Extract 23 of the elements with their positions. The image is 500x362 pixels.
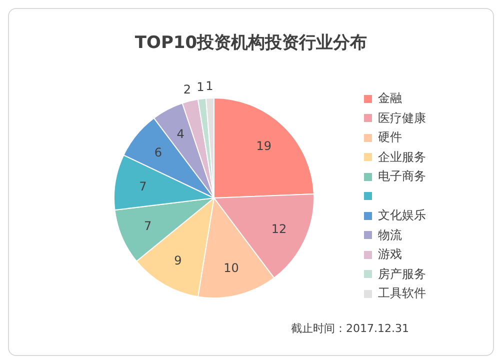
legend-label: 游戏 [378, 246, 402, 263]
legend-label: 企业服务 [378, 148, 426, 166]
data-label: 1 [196, 80, 204, 94]
legend-label: 医疗健康 [378, 110, 426, 126]
data-label: 7 [144, 219, 152, 234]
data-label: 10 [224, 260, 239, 275]
legend-label: 硬件 [378, 129, 402, 146]
legend-label: 金融 [378, 90, 402, 107]
legend-label: 物流 [378, 226, 402, 244]
text: 截止时间：2017.12.31 [291, 321, 409, 336]
legend-label: 文化娱乐 [378, 207, 426, 224]
legend-label: 工具软件 [378, 285, 426, 302]
data-label: 2 [183, 82, 192, 96]
data-label: 19 [256, 139, 272, 154]
data-label: 1 [206, 79, 214, 94]
chart-title: TOP10投资机构投资行业分布 [134, 32, 368, 54]
data-label: 9 [174, 253, 182, 268]
legend-label: 房产服务 [378, 266, 426, 282]
data-label: 4 [176, 127, 184, 142]
data-label: 6 [154, 145, 162, 160]
data-label: 12 [271, 222, 287, 236]
legend-label: 电子商务 [378, 168, 426, 185]
data-label: 7 [139, 179, 147, 194]
